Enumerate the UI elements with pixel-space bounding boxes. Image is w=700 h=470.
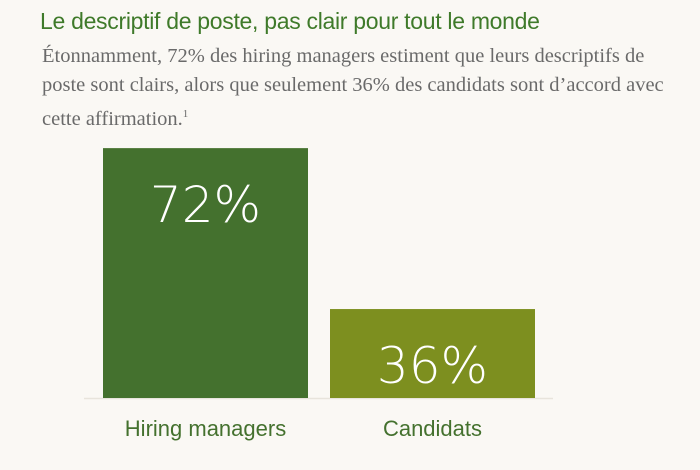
data-label: 72% (150, 176, 261, 234)
bar-0 (103, 148, 308, 398)
footnote-marker: 1 (182, 108, 189, 120)
category-label: Candidats (383, 416, 482, 441)
subtitle-text: Étonnamment, 72% des hiring managers est… (42, 45, 664, 130)
category-label: Hiring managers (125, 416, 286, 441)
chart-title: Le descriptif de poste, pas clair pour t… (40, 8, 540, 34)
chart-subtitle: Étonnamment, 72% des hiring managers est… (42, 42, 682, 134)
bar-1 (330, 309, 535, 398)
data-label: 36% (377, 337, 488, 395)
